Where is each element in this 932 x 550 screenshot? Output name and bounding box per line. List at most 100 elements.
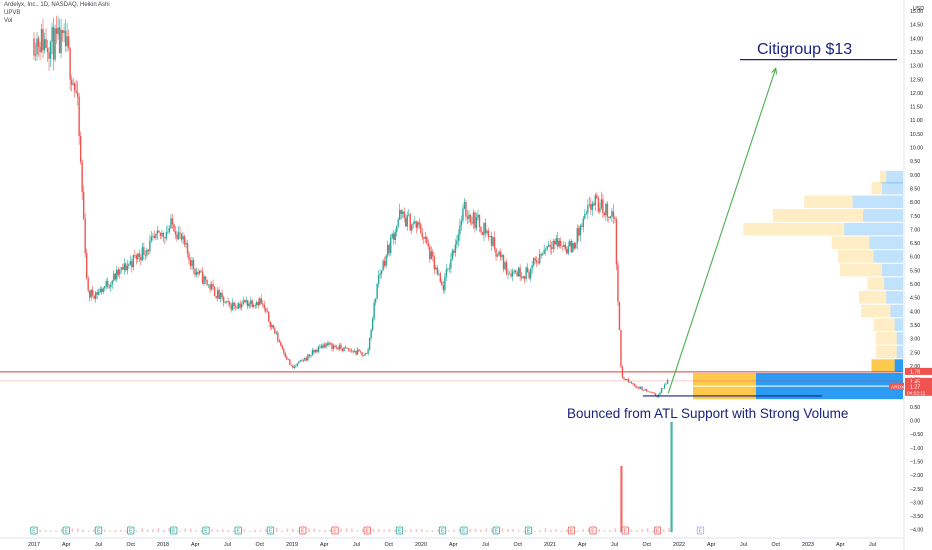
candle-body [234,306,237,308]
candle-body [64,30,67,47]
volume-bar [587,528,590,532]
candle-body [188,253,190,260]
ticker-tag: ARDX [891,384,905,390]
volume-bar [60,528,63,532]
candle-body [376,283,378,299]
volume-bar [93,529,95,532]
candle-body [213,286,216,297]
volume-bar [120,529,122,532]
candle-body [141,247,144,261]
volume-bar [141,528,144,532]
volume-bar [103,529,106,532]
candle-body [147,249,150,252]
volume-bar [603,530,606,532]
candle-body [152,235,154,237]
horizontal-lines [0,58,903,397]
candle-body [424,236,426,239]
vp-up-bar [863,209,903,222]
candle-body [253,305,255,307]
volume-bar [152,529,154,532]
candle-body [225,300,228,302]
candle-body [260,298,262,304]
volume-bar [458,528,461,532]
volume-bar [614,528,617,532]
volume-profile [693,170,903,400]
candle-body [481,232,484,235]
candle-body [371,318,374,331]
candle-body [299,360,302,362]
candle-body [573,243,575,249]
earnings-marker-label: E [699,529,703,535]
candle-body [116,269,118,280]
candle-body [489,235,491,237]
candle-body [632,383,634,384]
candle-body [221,292,223,297]
earnings-marker-label: E [441,529,445,535]
candle-body [314,349,317,353]
vp-up-bar [896,345,903,359]
candle-body [593,203,595,206]
candle-body [516,272,518,277]
candle-body [257,302,259,306]
x-tick-label: Jul [353,542,360,548]
x-tick-label: Oct [256,542,265,548]
candle-body [272,325,274,329]
volume-bar [523,530,525,532]
candle-body [182,236,184,240]
candle-body [144,254,147,256]
candle-body [618,301,621,331]
candle-body [179,232,181,234]
symbol-title: Ardelyx, Inc., 1D, NASDAQ, Heikin Ashi [4,2,110,8]
volume-spike [670,422,673,532]
candle-body [457,234,460,241]
volume-bar [544,528,547,532]
earnings-marker-label: E [570,529,574,535]
candle-body [429,246,431,260]
candle-body [445,269,448,277]
candle-body [569,241,571,247]
candle-body [402,211,404,214]
candle-body [72,83,74,85]
earnings-marker [30,526,38,535]
candle-body [138,253,141,257]
candle-body [624,378,627,380]
candle-body [495,248,497,257]
candle-body [125,263,127,271]
candle-body [290,364,293,366]
candle-body [368,337,371,350]
candle-body [168,228,171,232]
candle-body [216,290,219,299]
candle-body [600,199,603,209]
candle-body [108,287,110,288]
candle-body [396,226,398,232]
y-tick-label: −3.50 [910,514,923,520]
earnings-marker [621,526,629,535]
candle-body [450,259,452,269]
candle-body [662,388,664,389]
candle-body [102,288,104,292]
y-tick-label: −1.50 [910,459,923,465]
volume-bar [313,528,316,532]
earnings-marker [589,526,597,535]
vp-down-bar [831,236,870,250]
volume-bar [394,529,396,532]
y-tick-label: 2.50 [910,350,920,356]
candle-body [663,384,666,389]
candle-body [319,346,321,347]
volume-bar [636,530,638,532]
candle-body [66,36,68,47]
candle-body [128,264,130,266]
earnings-marker-label: E [237,529,241,535]
candle-body [350,350,353,352]
indicator-label: UPVB [4,10,21,16]
candle-body [418,222,420,225]
candle-body [420,224,422,233]
candle-body [484,223,487,234]
x-tick-label: Jul [224,542,231,548]
candle-body [417,222,419,228]
volume-bar [469,528,471,532]
volume-bar [560,530,563,532]
candle-body [380,270,383,274]
candle-body [338,344,341,350]
candle-body [361,352,363,356]
